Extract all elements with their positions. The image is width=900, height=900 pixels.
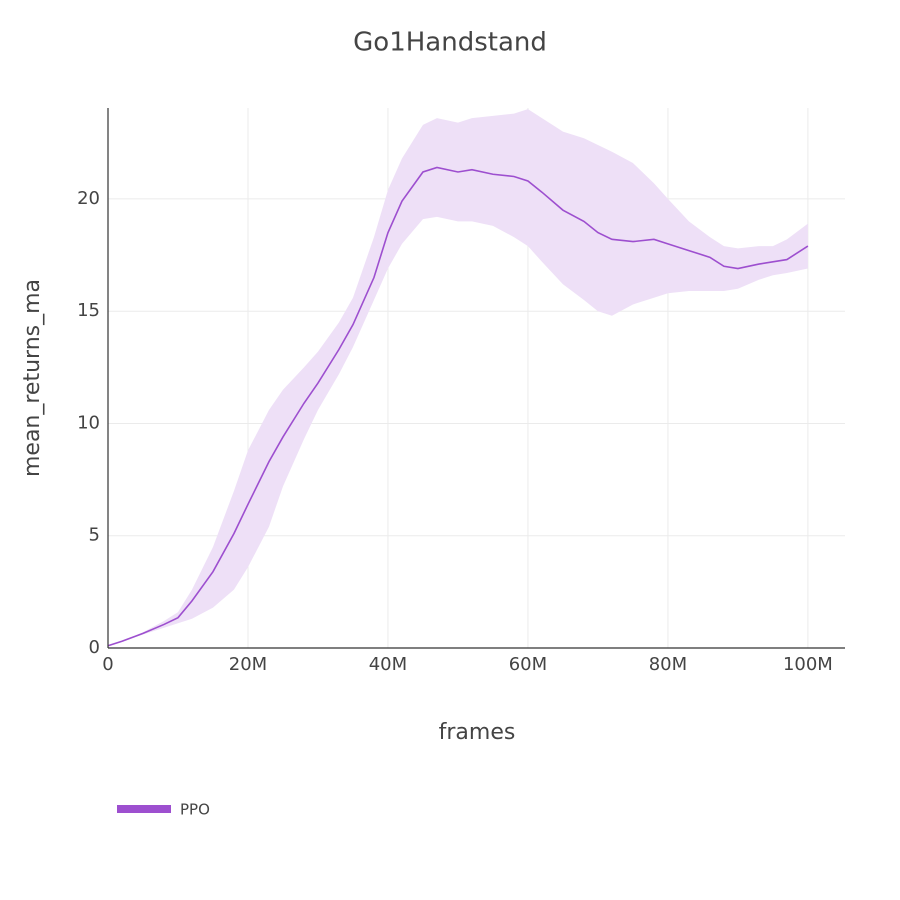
x-tick-label: 100M xyxy=(783,654,833,675)
x-axis-label: frames xyxy=(439,720,516,745)
x-tick-label: 40M xyxy=(369,654,407,675)
x-tick-label: 20M xyxy=(229,654,267,675)
x-tick-label: 60M xyxy=(509,654,547,675)
y-tick-label: 5 xyxy=(89,525,100,546)
chart-title: Go1Handstand xyxy=(353,28,547,58)
x-tick-label: 80M xyxy=(649,654,687,675)
y-tick-label: 10 xyxy=(77,412,100,433)
x-tick-label: 0 xyxy=(102,654,113,675)
y-tick-label: 20 xyxy=(77,188,100,209)
legend-label: PPO xyxy=(180,801,210,819)
y-tick-label: 0 xyxy=(89,637,100,658)
line xyxy=(107,166,809,647)
confidence-band xyxy=(108,109,808,646)
y-axis-label: mean_returns_ma xyxy=(20,279,45,477)
y-tick-label: 15 xyxy=(77,300,100,321)
